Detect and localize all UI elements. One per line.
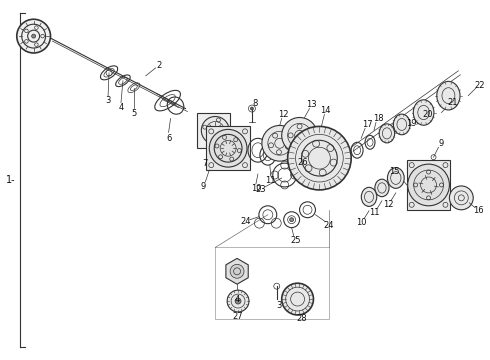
Text: 11: 11 <box>369 208 379 217</box>
Text: 18: 18 <box>373 114 383 123</box>
Text: 12: 12 <box>278 110 289 119</box>
Ellipse shape <box>437 81 460 110</box>
Text: 11: 11 <box>266 176 276 185</box>
Polygon shape <box>226 258 248 284</box>
Circle shape <box>290 218 294 222</box>
Text: 1-: 1- <box>6 175 16 185</box>
Text: 22: 22 <box>474 81 485 90</box>
Circle shape <box>250 107 253 110</box>
Text: 3: 3 <box>105 96 111 105</box>
Polygon shape <box>206 126 250 170</box>
Circle shape <box>235 298 241 304</box>
Circle shape <box>449 186 473 210</box>
Text: 9: 9 <box>439 139 444 148</box>
Ellipse shape <box>413 100 434 125</box>
Circle shape <box>209 129 247 167</box>
Circle shape <box>17 19 50 53</box>
Text: 4: 4 <box>119 103 123 112</box>
Text: 21: 21 <box>447 98 458 107</box>
Circle shape <box>408 164 449 206</box>
Text: 27: 27 <box>233 312 244 321</box>
Ellipse shape <box>393 114 410 135</box>
Text: 10: 10 <box>356 218 367 227</box>
Polygon shape <box>197 113 230 148</box>
Text: 24: 24 <box>241 217 251 226</box>
Text: 6: 6 <box>166 134 172 143</box>
Circle shape <box>288 126 351 190</box>
Ellipse shape <box>375 179 389 197</box>
Circle shape <box>282 283 314 315</box>
Text: 17: 17 <box>362 120 372 129</box>
Text: 3: 3 <box>276 301 281 310</box>
Text: 23: 23 <box>256 185 266 194</box>
Circle shape <box>282 117 318 153</box>
Text: 12: 12 <box>383 200 393 209</box>
Circle shape <box>262 125 297 161</box>
Text: 25: 25 <box>291 236 301 245</box>
Circle shape <box>201 117 229 144</box>
Text: 8: 8 <box>252 99 258 108</box>
Text: 26: 26 <box>297 158 308 167</box>
Polygon shape <box>407 160 450 210</box>
Text: 9: 9 <box>201 183 206 192</box>
Text: 7: 7 <box>203 159 208 168</box>
Text: 2: 2 <box>156 62 161 71</box>
Circle shape <box>227 290 249 312</box>
Text: 5: 5 <box>131 109 137 118</box>
Ellipse shape <box>388 168 404 188</box>
Circle shape <box>32 34 36 38</box>
Ellipse shape <box>361 187 377 206</box>
Text: 10: 10 <box>251 184 261 193</box>
Text: 14: 14 <box>320 106 331 115</box>
Text: 15: 15 <box>390 167 400 176</box>
Text: 19: 19 <box>406 119 417 128</box>
Ellipse shape <box>379 124 394 143</box>
Text: 20: 20 <box>422 110 433 119</box>
Text: 4: 4 <box>234 294 240 303</box>
Text: 24: 24 <box>323 221 334 230</box>
Text: 16: 16 <box>473 206 484 215</box>
Circle shape <box>230 264 244 278</box>
Text: 13: 13 <box>306 100 317 109</box>
Text: 28: 28 <box>296 314 307 323</box>
